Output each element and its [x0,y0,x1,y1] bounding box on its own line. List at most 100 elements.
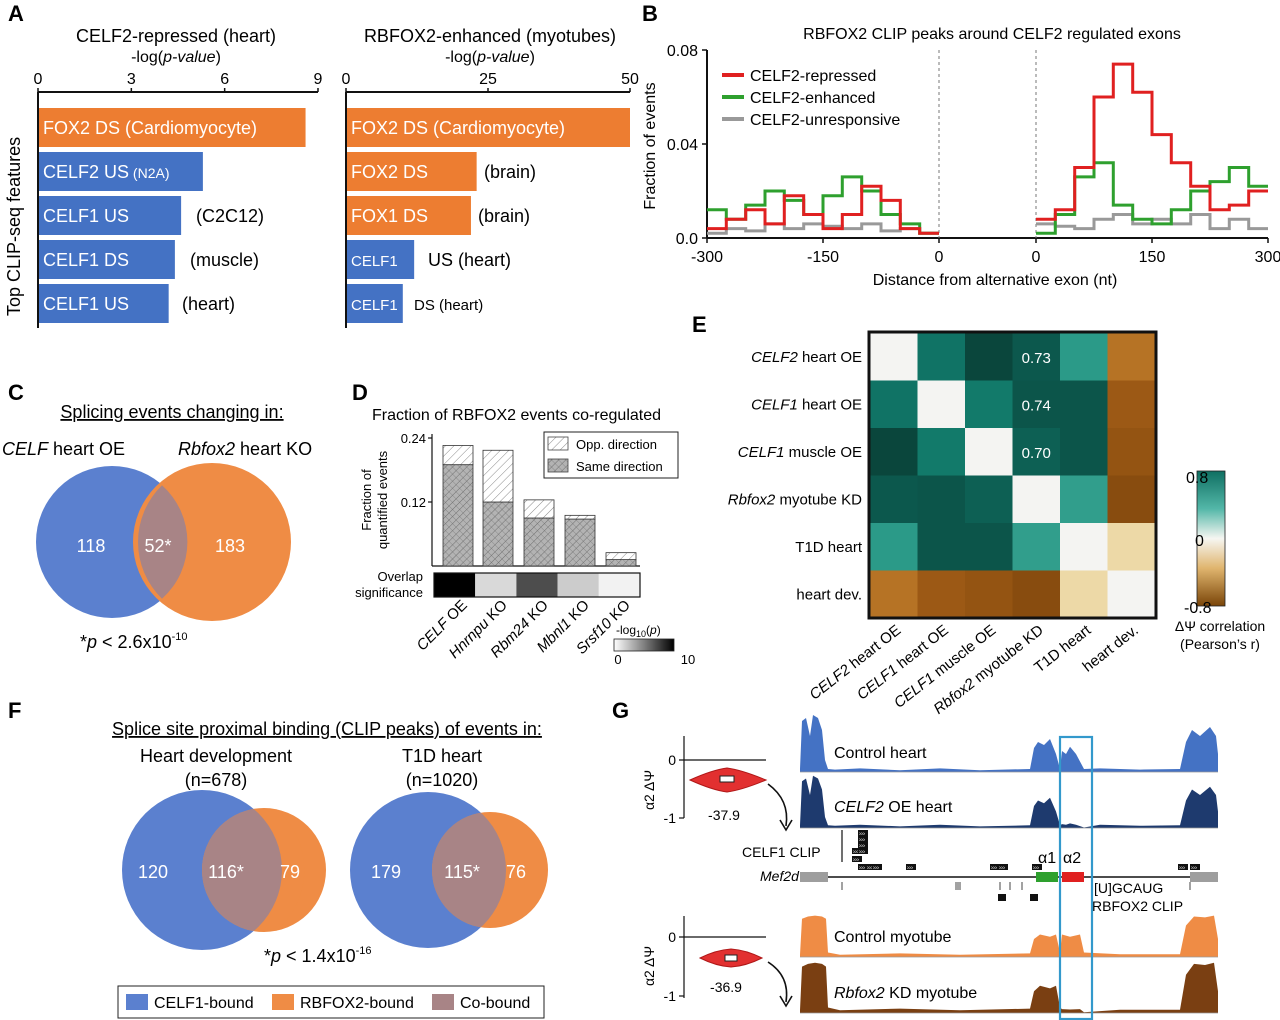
heatmap-cell-value: 0.74 [1022,397,1051,414]
svg-text:›››: ››› [999,866,1005,872]
panel-label-b: B [642,1,658,26]
svg-text:›››: ››› [853,858,859,864]
panel-c-left-label: CELF heart OE [2,439,125,459]
panel-a-right-ticks: 0 25 50 [342,71,639,92]
heatmap-cell [917,428,966,476]
heatmap-cell [965,570,1013,619]
legend-unresponsive: CELF2-unresponsive [750,112,900,129]
panel-b-ylabel: Fraction of events [642,82,659,209]
panel-c: Splicing events changing in: CELF heart … [2,402,312,652]
b-xtick-label: 150 [1139,249,1166,266]
d-ytick-label: 0.12 [401,495,426,510]
bar-side-label: (muscle) [190,250,259,270]
svg-text:›››: ››› [867,866,873,872]
overlap-cell [475,573,517,597]
bar-same-direction [605,559,637,567]
heatmap-cell [1060,475,1108,524]
venn-c-overlap [138,485,188,599]
panel-a-left-bars: FOX2 DS (Cardiomyocyte) CELF2 US (N2A) CEL… [38,108,306,323]
bar-label: CELF1 DS [43,250,129,270]
g-exon-1 [800,872,828,882]
panel-a-right-xlabel: -log(p-value) [445,49,535,66]
g-track-label-rbfox2-kd: Rbfox2 KD myotube [834,985,977,1002]
bar-label: CELF1 US [43,294,129,314]
panel-b-axes: 0.0 0.04 0.08 -300 -150 0 0 150 300 [667,43,1280,266]
bar-opp-direction [482,449,514,503]
legend-cobound: Co-bound [460,995,530,1012]
svg-text:›››: ››› [859,838,865,844]
panel-a-left-title: CELF2-repressed (heart) [76,26,276,46]
overlap-strip-frame [433,572,641,598]
panel-e: 0.73 0.74 0.70 CELF2 heart OE CELF1 heart O… [728,330,1265,718]
venn-f-right-overlap-count: 115* [444,862,480,882]
b-xtick-label: -150 [807,249,839,266]
heatmap-row-label: T1D heart [795,539,863,556]
bar [346,196,471,235]
b-ytick-label: 0.08 [667,43,698,60]
bar-label: FOX2 DS (Cardiomyocyte) [43,118,257,138]
celf1-clip-peak [1190,864,1200,870]
heatmap-frame [867,330,1158,620]
bar-side-label: (C2C12) [196,206,264,226]
g-exon-last [1190,872,1218,882]
g-top-ylabel: α2 ΔΨ [641,770,657,810]
celf1-clip-peak [1178,864,1188,870]
panel-c-pvalue: *p < 2.6x10-10 [80,631,188,652]
panel-b-xlabel: Distance from alternative exon (nt) [873,272,1118,289]
bar [38,152,203,191]
g-top-violin-box [719,775,735,783]
g-clip-peaks: ›››››››››››› ››››››››› ››› ››› ››› ››› ››› ››› ›… [841,830,1200,901]
panel-c-title: Splicing events changing in: [60,402,283,422]
series-line-celf2-enhanced [1036,161,1268,235]
g-track-label-control-myotube: Control myotube [834,929,951,946]
heatmap-cell [917,523,966,571]
bar-label: FOX2 DS [351,162,428,182]
legend-cobound-swatch [432,994,454,1010]
panel-c-right-label: Rbfox2 heart KO [178,439,312,459]
legend-repressed: CELF2-repressed [750,68,876,85]
bar [346,108,630,147]
panel-f-right-n: (n=1020) [406,770,479,790]
overlap-cell [557,573,599,597]
heatmap-cell [917,570,966,619]
heatmap-cell [965,380,1013,429]
svg-text:›››: ››› [991,866,997,872]
g-alpha2-highlight-box [1058,735,1094,1020]
svg-text:›››: ››› [859,832,865,838]
panel-label-e: E [692,312,707,337]
heatmap-cell [870,380,918,429]
g-gene-label: Mef2d [760,868,800,884]
heatmap-cell [965,475,1013,524]
venn-f-right-only: 179 [371,862,401,882]
heatmap-row-label: CELF2 heart OE [751,349,862,366]
bar-side-label: (brain) [478,206,530,226]
venn-c-left-count: 118 [77,536,106,556]
legend-rbfox2-swatch [272,994,294,1010]
g-celf1-clip-label: CELF1 CLIP [742,844,821,860]
overlap-cell [516,573,558,597]
bar-label: CELF1 [351,297,398,314]
bar-opp-direction [564,514,596,520]
bar-label: FOX1 DS [351,206,428,226]
panel-a: Top CLIP-seq features CELF2-repressed (h… [4,26,639,328]
panel-f-legend-box [117,985,545,1019]
bar-opp-direction [442,445,474,466]
g-track-control-heart [800,715,1218,772]
g-bot-violin-box [724,954,738,962]
g-bot-value: -36.9 [710,979,742,995]
svg-text:›››: ››› [1191,866,1197,872]
panel-d-scale-max: 10 [681,652,695,667]
bar-same-direction [564,518,596,567]
bar-side-label: US (heart) [428,250,511,270]
bar-opp-direction [523,499,555,519]
heatmap-cell [870,428,918,476]
venn-f-left-overlap-count: 116* [208,862,244,882]
panel-f: Splice site proximal binding (CLIP peaks… [112,719,548,1019]
heatmap-cell [1107,333,1156,381]
overlap-label-1: Overlap [377,569,423,584]
g-top-arrow [767,783,788,827]
panel-label-d: D [352,380,368,405]
heatmap-cell [1012,570,1061,619]
overlap-significance-strip [433,572,641,598]
g-bot-y0: 0 [668,929,676,945]
